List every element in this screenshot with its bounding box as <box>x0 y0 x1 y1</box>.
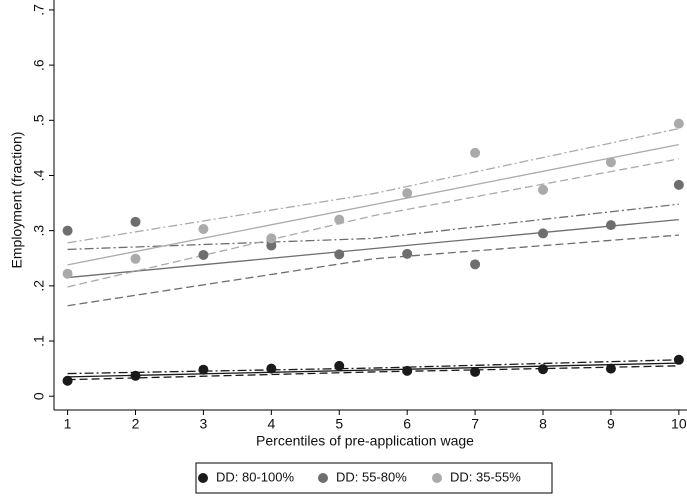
x-tick-label: 3 <box>200 416 208 432</box>
fit-line <box>67 362 679 378</box>
point <box>266 240 277 251</box>
x-tick-label: 2 <box>132 416 140 432</box>
point <box>605 157 616 168</box>
ci-lower <box>67 234 679 307</box>
legend-label: DD: 80-100% <box>216 469 294 484</box>
point <box>673 179 684 190</box>
point <box>62 225 73 236</box>
x-tick-label: 8 <box>539 416 547 432</box>
point <box>538 184 549 195</box>
point <box>130 370 141 381</box>
point <box>605 363 616 374</box>
point <box>334 249 345 260</box>
y-axis-title: Employment (fraction) <box>9 132 25 269</box>
y-tick-label: .1 <box>31 335 47 347</box>
point <box>198 224 209 235</box>
y-tick-label: .6 <box>31 59 47 71</box>
legend-marker <box>318 473 328 483</box>
ci-lower <box>67 365 679 381</box>
x-tick-label: 1 <box>64 416 72 432</box>
x-tick-label: 9 <box>607 416 615 432</box>
y-tick-label: .2 <box>31 280 47 292</box>
point <box>130 216 141 227</box>
x-tick-label: 4 <box>267 416 275 432</box>
point <box>605 220 616 231</box>
ci-upper <box>67 127 679 244</box>
x-tick-label: 10 <box>671 416 687 432</box>
legend-label: DD: 35-55% <box>450 469 521 484</box>
point <box>673 354 684 365</box>
legend-marker <box>198 473 208 483</box>
y-tick-label: .4 <box>31 169 47 181</box>
point <box>470 147 481 158</box>
legend-label: DD: 55-80% <box>336 469 407 484</box>
legend-marker <box>432 473 442 483</box>
point <box>402 365 413 376</box>
point <box>470 366 481 377</box>
point <box>673 118 684 129</box>
y-tick-label: .3 <box>31 225 47 237</box>
point <box>62 268 73 279</box>
y-tick-label: .5 <box>31 114 47 126</box>
y-tick-label: 0 <box>31 392 47 400</box>
point <box>266 233 277 244</box>
point <box>538 228 549 239</box>
point <box>470 259 481 270</box>
point <box>198 364 209 375</box>
point <box>402 188 413 199</box>
x-tick-label: 5 <box>335 416 343 432</box>
x-tick-label: 6 <box>403 416 411 432</box>
fit-line <box>67 143 679 266</box>
point <box>334 360 345 371</box>
point <box>266 363 277 374</box>
point <box>402 248 413 259</box>
point <box>198 249 209 260</box>
x-axis-title: Percentiles of pre-application wage <box>256 433 474 449</box>
point <box>130 253 141 264</box>
point <box>538 364 549 375</box>
point <box>62 375 73 386</box>
point <box>334 214 345 225</box>
legend <box>195 462 553 494</box>
fit-line <box>67 218 679 279</box>
x-tick-label: 7 <box>471 416 479 432</box>
ci-upper <box>67 203 679 251</box>
ci-lower <box>67 158 679 288</box>
y-tick-label: .7 <box>31 4 47 16</box>
